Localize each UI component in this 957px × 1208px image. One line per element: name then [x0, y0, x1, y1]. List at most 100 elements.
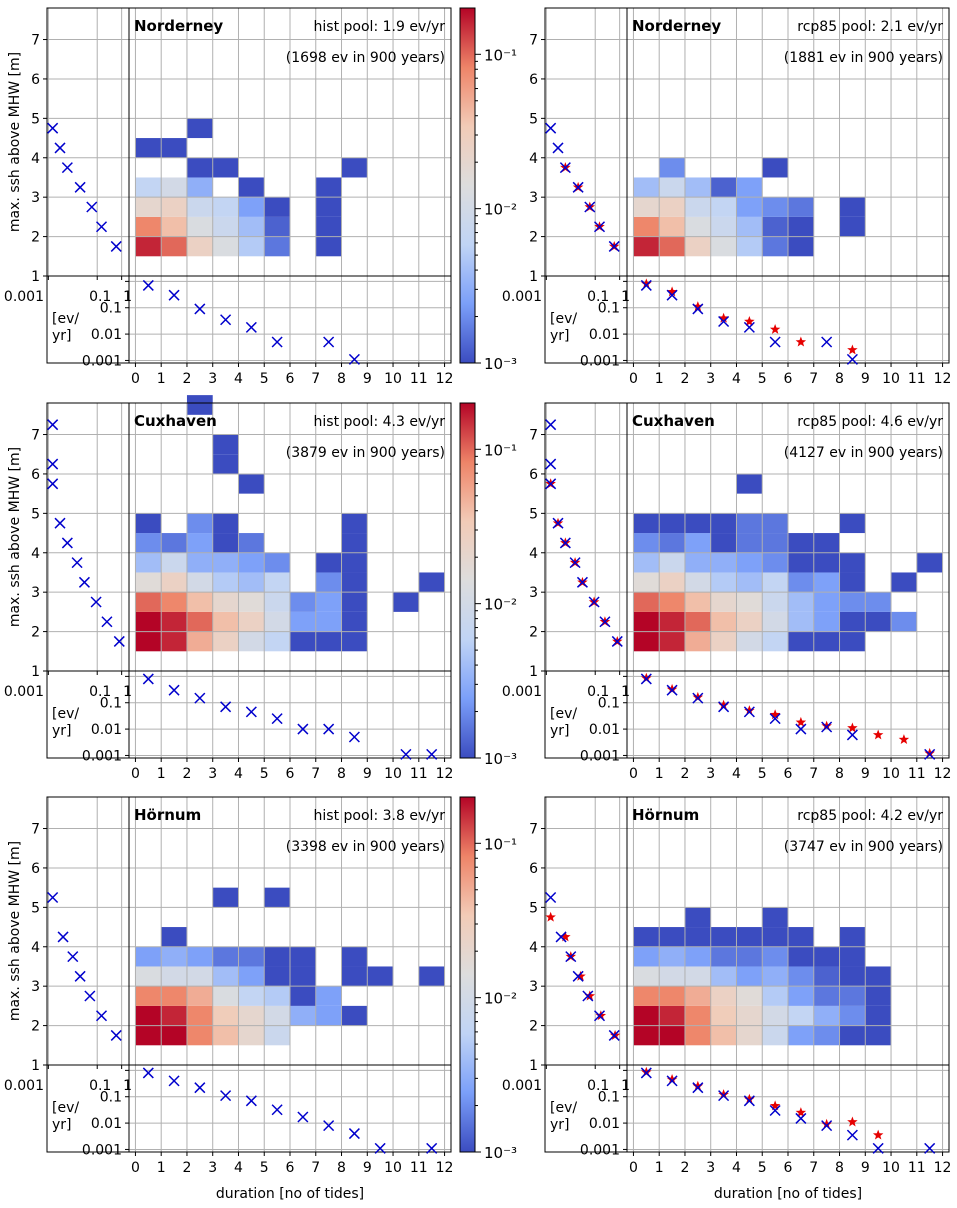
heatmap-cell: [186, 631, 213, 652]
hist-marker: [545, 891, 557, 904]
bottom-y-tick-label: 0.1: [598, 696, 620, 712]
heatmap-cell: [788, 946, 814, 967]
y-tick-label: 3: [31, 979, 40, 995]
y-tick-label: 7: [529, 33, 538, 49]
hist-marker: [582, 990, 594, 1002]
marginal-x-tick-label: 1: [123, 289, 132, 305]
rate-unit-label: [ev/: [52, 706, 79, 722]
marginal-x-tick-label: 0.1: [89, 1078, 111, 1094]
heatmap-cell: [839, 611, 866, 632]
heatmap-cell: [135, 197, 162, 217]
heatmap-cell: [418, 572, 445, 593]
hist-marker: [168, 684, 180, 696]
x-tick-label: 3: [706, 1160, 715, 1176]
hist-marker: [821, 721, 833, 733]
heatmap-cell: [161, 216, 187, 237]
heatmap-cell: [659, 1025, 685, 1046]
heatmap-cell: [839, 572, 866, 593]
outer-frame: [544, 7, 950, 364]
heatmap-cell: [813, 552, 840, 573]
heatmap-cell: [813, 592, 840, 612]
heatmap-cell: [762, 611, 788, 632]
heatmap-cell: [659, 986, 685, 1006]
heatmap-cell: [813, 611, 840, 632]
rcp-marker: [924, 747, 935, 758]
event-count-label: (4127 ev in 900 years): [784, 445, 943, 461]
heatmap-cell: [633, 592, 660, 612]
hist-marker: [593, 1010, 606, 1022]
heatmap-cell: [212, 157, 239, 178]
rcp-marker: [575, 970, 586, 981]
y-tick-label: 3: [31, 190, 40, 206]
heatmap-cell: [290, 966, 316, 987]
y-tick-label: 2: [529, 1019, 538, 1035]
heatmap-cell: [659, 631, 685, 652]
x-tick-label: 11: [908, 371, 926, 387]
heatmap-cell: [186, 533, 213, 553]
heatmap-cell: [238, 966, 265, 987]
heatmap-cell: [315, 611, 342, 632]
heatmap-cell: [212, 887, 239, 908]
heatmap-cell: [710, 572, 737, 593]
heatmap-cells: [135, 395, 445, 652]
y-tick-label: 6: [31, 861, 40, 877]
heatmap-cell: [186, 118, 213, 139]
x-tick-label: 11: [410, 766, 428, 782]
heatmap-cell: [315, 236, 342, 257]
heatmap-cell: [736, 513, 763, 534]
heatmap-cell: [186, 966, 213, 987]
heatmap-cell: [238, 216, 265, 237]
pool-rate-label: hist pool: 3.8 ev/yr: [314, 808, 446, 824]
heatmap-cell: [135, 236, 162, 257]
heatmap-cell: [161, 138, 187, 158]
heatmap-cell: [762, 236, 788, 257]
x-tick-label: 5: [260, 371, 269, 387]
station-name: Hörnum: [134, 806, 201, 824]
heatmap-cell: [788, 552, 814, 573]
station-name: Cuxhaven: [134, 412, 217, 430]
bottom-y-tick-label: 0.01: [589, 1116, 620, 1132]
heatmap-cell: [135, 177, 162, 198]
markers: [47, 419, 438, 760]
heatmap-cell: [736, 966, 763, 987]
heatmap-cell: [839, 592, 866, 612]
heatmap-cell: [710, 513, 737, 534]
heatmap-cell: [659, 927, 685, 947]
hist-marker: [795, 1112, 807, 1124]
hist-marker: [572, 181, 584, 193]
heatmap-cell: [238, 1025, 265, 1046]
x-tick-label: 1: [157, 766, 166, 782]
heatmap-cell: [264, 552, 290, 573]
rcp-marker: [795, 1107, 807, 1118]
heatmap-cell: [315, 177, 342, 198]
heatmap-cell: [341, 157, 368, 178]
heatmap-cell: [212, 572, 239, 593]
heatmap-cell: [135, 572, 162, 593]
rcp-marker: [545, 911, 556, 922]
hist-marker: [593, 221, 606, 233]
marginal-x-tick-label: 1: [123, 684, 132, 700]
x-tick-label: 4: [234, 371, 243, 387]
hist-marker: [142, 279, 154, 291]
y-tick-label: 1: [529, 1058, 538, 1074]
hist-marker: [692, 1082, 704, 1094]
x-tick-label: 9: [363, 1160, 372, 1176]
y-tick-label: 6: [31, 72, 40, 88]
hist-marker: [666, 289, 678, 301]
colorbar-bar: [459, 402, 476, 759]
hist-marker: [545, 478, 557, 490]
colorbar-bar: [459, 796, 476, 1153]
heatmap-cell: [238, 1005, 265, 1026]
heatmap-cell: [212, 946, 239, 967]
heatmap-cell: [212, 611, 239, 632]
pool-rate-label: rcp85 pool: 4.6 ev/yr: [797, 414, 943, 430]
x-tick-label: 5: [758, 766, 767, 782]
x-tick-label: 1: [157, 371, 166, 387]
y-tick-label: 4: [529, 546, 538, 562]
heatmap-cell: [341, 513, 368, 534]
heatmap-cell: [341, 572, 368, 593]
heatmap-cell: [315, 592, 342, 612]
x-tick-label: 4: [732, 371, 741, 387]
